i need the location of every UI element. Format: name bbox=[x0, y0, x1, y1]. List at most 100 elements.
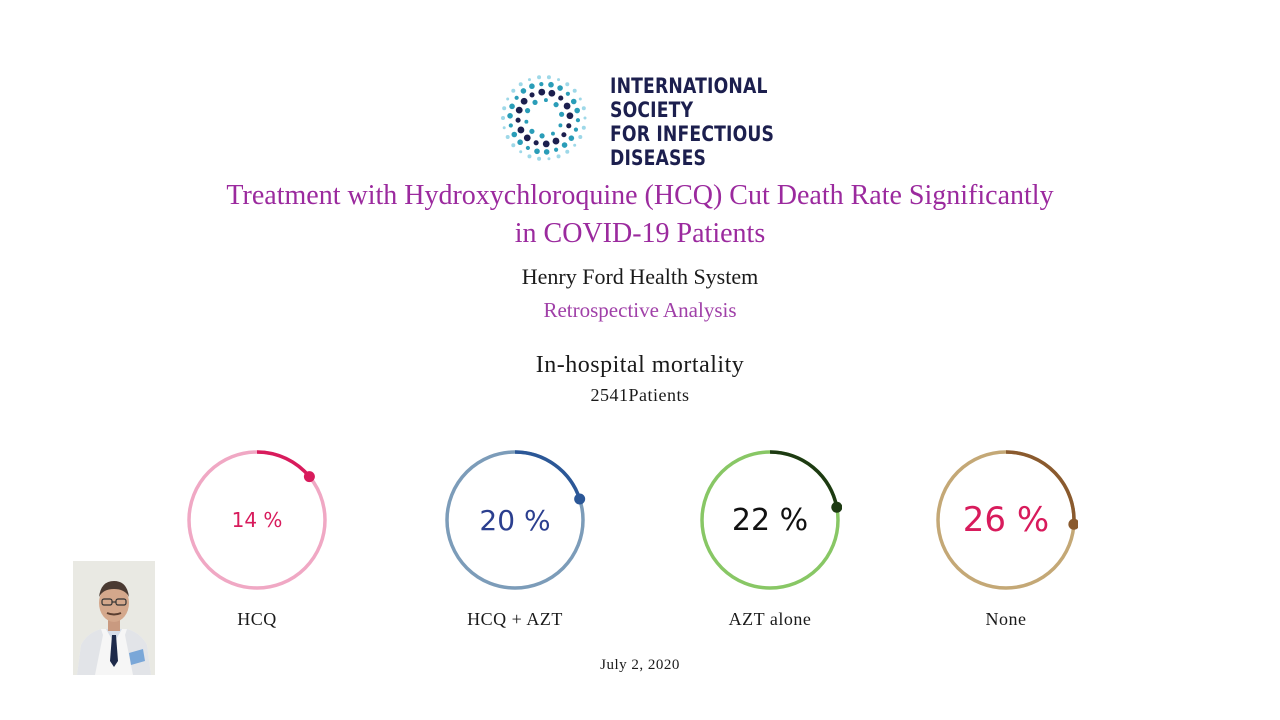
logo-dot bbox=[558, 123, 563, 128]
gauge-value-arc bbox=[1005, 450, 1076, 525]
logo-dot bbox=[520, 88, 527, 94]
gauge-end-marker bbox=[1068, 518, 1078, 530]
organization-name: Henry Ford Health System bbox=[521, 264, 759, 289]
logo-dot bbox=[563, 102, 571, 110]
logo-dot bbox=[529, 128, 535, 134]
logo-dot bbox=[557, 85, 563, 91]
logo-dot bbox=[583, 116, 587, 120]
gauge-value-arc bbox=[769, 450, 839, 508]
gauge-ring bbox=[445, 450, 586, 590]
logo-dot bbox=[537, 156, 542, 161]
gauge-ring bbox=[700, 450, 842, 590]
gauge-value-label: 20 % bbox=[479, 503, 551, 537]
logo-dot bbox=[568, 135, 575, 141]
gauge-category-label: None bbox=[985, 609, 1027, 629]
gauge-ring bbox=[936, 450, 1078, 590]
logo-dot bbox=[527, 78, 531, 82]
logo-dot bbox=[578, 97, 582, 101]
gauge-category-label: AZT alone bbox=[728, 609, 812, 629]
logo-dot bbox=[505, 135, 510, 140]
logo-dot bbox=[517, 126, 525, 134]
logo-dot bbox=[502, 126, 506, 130]
logo-dot bbox=[575, 118, 581, 123]
logo-dot bbox=[518, 82, 523, 87]
slide-title-line-1: Treatment with Hydroxychloroquine (HCQ) … bbox=[226, 180, 1054, 211]
logo-dot bbox=[509, 103, 515, 110]
logo-dot bbox=[570, 98, 577, 105]
gauge-value-arc bbox=[256, 450, 311, 478]
logo-dot bbox=[565, 149, 570, 154]
logo-dot bbox=[507, 113, 513, 119]
logo-dot bbox=[543, 98, 548, 103]
gauge-end-marker bbox=[831, 501, 842, 513]
logo-dot bbox=[520, 97, 528, 105]
logo-dot bbox=[578, 135, 583, 140]
logo-dot bbox=[511, 143, 516, 148]
logo-dot bbox=[566, 123, 572, 129]
logo-dot bbox=[529, 92, 535, 98]
logo-dot bbox=[538, 88, 546, 96]
logo-dot bbox=[551, 131, 555, 136]
logo-dot bbox=[557, 78, 561, 82]
logo-dot bbox=[519, 150, 523, 154]
logo-line: SOCIETY bbox=[610, 98, 694, 122]
logo-dot bbox=[566, 112, 574, 120]
logo-dot bbox=[556, 154, 561, 159]
logo-dot bbox=[581, 106, 586, 111]
gauge-category-label: HCQ + AZT bbox=[467, 609, 563, 629]
logo-dot bbox=[539, 133, 545, 139]
logo-dot bbox=[553, 102, 559, 108]
logo-dot bbox=[517, 139, 523, 146]
presenter-photo bbox=[73, 561, 155, 675]
logo-dot bbox=[529, 83, 535, 90]
logo-dot bbox=[548, 81, 554, 88]
logo-dot bbox=[508, 123, 513, 128]
logo-line: FOR INFECTIOUS bbox=[610, 122, 775, 146]
logo-dot bbox=[515, 106, 523, 114]
logo-dot bbox=[547, 157, 551, 161]
logo-dot bbox=[524, 119, 529, 124]
isid-logo-text: INTERNATIONAL SOCIETY FOR INFECTIOUS DIS… bbox=[610, 74, 774, 170]
logo-dot bbox=[581, 125, 586, 130]
logo-dot bbox=[558, 95, 564, 101]
logo-dot bbox=[542, 140, 550, 148]
gauge-hcq: 14 % bbox=[185, 448, 329, 592]
logo-dot bbox=[554, 147, 559, 152]
logo-dot bbox=[501, 116, 505, 120]
logo-dot bbox=[524, 108, 531, 114]
presenter-portrait-icon bbox=[73, 561, 155, 675]
isid-logo: INTERNATIONAL SOCIETY FOR INFECTIOUS DIS… bbox=[498, 72, 798, 170]
presentation-date: July 2, 2020 bbox=[600, 657, 680, 673]
metric-title: In-hospital mortality bbox=[535, 352, 745, 378]
logo-dot bbox=[559, 111, 565, 117]
gauge-none: 26 % bbox=[934, 448, 1078, 592]
gauge-category-label: HCQ bbox=[237, 609, 277, 629]
logo-dot bbox=[548, 89, 556, 97]
logo-dot bbox=[525, 145, 531, 151]
logo-dot bbox=[561, 142, 568, 148]
logo-dot bbox=[514, 95, 519, 100]
gauge-value-label: 26 % bbox=[962, 500, 1050, 540]
logo-line: INTERNATIONAL bbox=[610, 74, 768, 98]
logo-line: DISEASES bbox=[610, 146, 707, 170]
gauge-azt-alone: 22 % bbox=[698, 448, 842, 592]
logo-dot bbox=[511, 88, 516, 93]
logo-dot bbox=[552, 137, 560, 145]
logo-dot bbox=[515, 117, 521, 123]
analysis-subtitle: Retrospective Analysis bbox=[543, 298, 737, 322]
gauge-end-marker bbox=[574, 493, 586, 505]
logo-dot bbox=[546, 75, 551, 80]
logo-dot bbox=[527, 154, 532, 159]
isid-logo-mark bbox=[501, 75, 587, 161]
slide-title: Treatment with Hydroxychloroquine (HCQ) … bbox=[0, 177, 1280, 253]
logo-dot bbox=[532, 99, 538, 105]
logo-dot bbox=[573, 127, 579, 132]
logo-dot bbox=[565, 91, 570, 96]
logo-dot bbox=[523, 134, 531, 142]
logo-dot bbox=[561, 132, 567, 138]
logo-dot bbox=[537, 75, 542, 80]
logo-dot bbox=[534, 148, 540, 155]
logo-dot bbox=[539, 82, 544, 87]
gauge-value-arc bbox=[514, 450, 582, 500]
gauge-value-label: 14 % bbox=[231, 508, 283, 532]
